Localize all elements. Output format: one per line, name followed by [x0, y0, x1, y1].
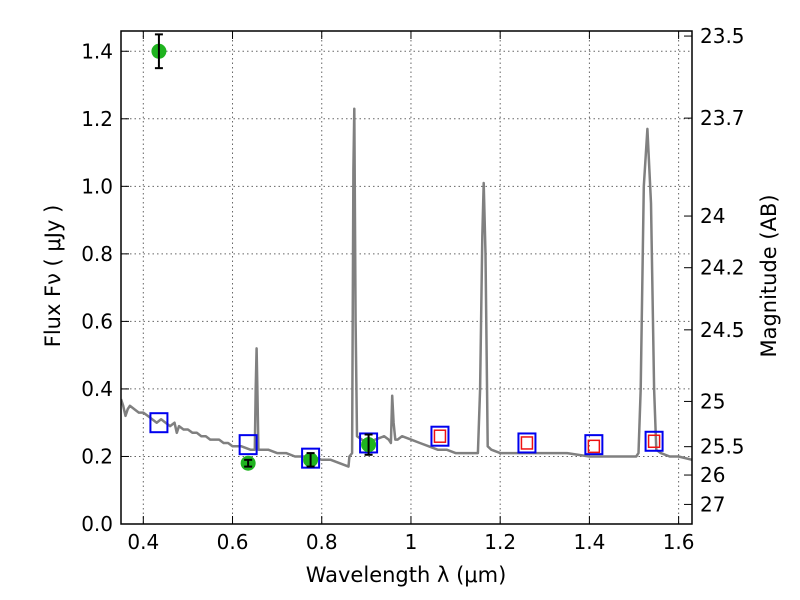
magnitude-tick-label: 24	[700, 204, 725, 228]
model-spectrum	[121, 107, 692, 468]
y-axis-label: Flux Fν ( μJy )	[41, 205, 65, 348]
x-axis-ticks: 0.4 0.6 0.8 1 1.2 1.4 1.6	[127, 31, 695, 554]
model-inner-marker	[520, 436, 534, 450]
model-box-marker	[584, 434, 604, 456]
y-tick-label: 1.0	[81, 174, 113, 198]
magnitude-axis-ticks: 23.5 23.7 24 24.2 24.5 25 25.5 26 27	[684, 24, 745, 516]
x-tick-label: 1.4	[573, 530, 605, 554]
magnitude-tick-label: 25	[700, 389, 725, 413]
y-tick-label: 0.0	[81, 512, 113, 536]
model-inner-marker	[647, 434, 661, 449]
magnitude-tick-label: 23.5	[700, 24, 745, 48]
x-tick-label: 1.6	[663, 530, 695, 554]
model-box-marker	[430, 425, 450, 447]
x-tick-label: 1	[405, 530, 418, 554]
y-tick-label: 1.4	[81, 39, 113, 63]
model-box-marker	[644, 430, 664, 452]
observed-photometry-markers	[151, 33, 377, 471]
model-box-marker	[238, 434, 258, 456]
magnitude-tick-label: 23.7	[700, 106, 745, 130]
model-photometry-markers	[149, 412, 664, 469]
magnitude-tick-label: 26	[700, 463, 725, 487]
x-tick-label: 0.4	[127, 530, 159, 554]
magnitude-tick-label: 27	[700, 492, 725, 516]
model-inner-marker	[587, 439, 601, 454]
x-tick-label: 0.6	[217, 530, 249, 554]
y-tick-label: 0.8	[81, 242, 113, 266]
y-tick-label: 0.4	[81, 377, 113, 401]
magnitude-tick-label: 24.5	[700, 318, 745, 342]
magnitude-axis-label: Magnitude (AB)	[757, 194, 781, 357]
y-axis-ticks: 0.0 0.2 0.4 0.6 0.8 1.0 1.2 1.4	[81, 39, 129, 536]
x-tick-label: 0.8	[306, 530, 338, 554]
y-tick-label: 1.2	[81, 107, 113, 131]
y-tick-label: 0.6	[81, 309, 113, 333]
model-inner-marker	[433, 429, 447, 443]
model-box-marker	[301, 447, 321, 469]
magnitude-tick-label: 25.5	[700, 435, 745, 459]
model-box-marker	[517, 432, 537, 454]
plot-frame	[120, 30, 693, 525]
model-box-marker	[149, 412, 169, 434]
y-tick-label: 0.2	[81, 444, 113, 468]
magnitude-tick-label: 24.2	[700, 256, 745, 280]
grid-lines	[121, 31, 692, 525]
x-tick-label: 1.2	[484, 530, 516, 554]
x-axis-label: Wavelength λ (μm)	[306, 563, 507, 587]
spectrum-line	[121, 107, 692, 468]
